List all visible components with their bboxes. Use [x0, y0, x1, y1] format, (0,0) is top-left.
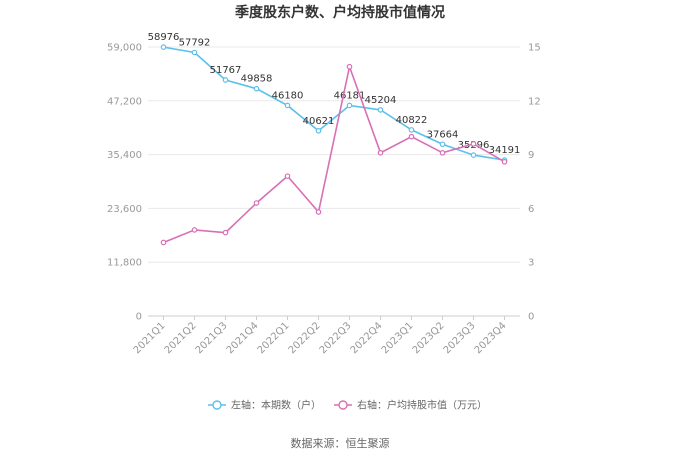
data-point[interactable] [191, 227, 198, 233]
left-tick-label: 0 [136, 312, 142, 323]
left-axis: 0 11,800 23,600 35,400 47,200 59,000 [107, 43, 142, 323]
legend-marker [338, 400, 348, 410]
data-label: 46180 [272, 90, 304, 101]
data-point[interactable] [284, 173, 291, 179]
data-point[interactable] [439, 150, 446, 156]
data-point[interactable] [160, 239, 167, 246]
data-point[interactable] [315, 127, 322, 134]
right-tick-label: 15 [528, 43, 541, 54]
series-line [163, 46, 505, 161]
x-tick-label: 2022Q2 [287, 320, 323, 356]
x-tick-label: 2021Q2 [163, 320, 199, 356]
legend-item[interactable]: 左轴：本期数（户） [208, 399, 321, 412]
x-tick-label: 2022Q1 [256, 320, 292, 356]
left-tick-label: 11,800 [107, 258, 142, 269]
left-tick-label: 35,400 [107, 150, 142, 161]
grid [148, 46, 520, 317]
data-label: 46181 [334, 90, 366, 101]
x-tick-label: 2023Q4 [473, 320, 509, 356]
data-label: 51767 [210, 65, 242, 76]
data-point[interactable] [191, 49, 198, 56]
left-tick-label: 47,200 [107, 96, 142, 107]
data-point[interactable] [470, 152, 477, 158]
data-label: 49858 [241, 74, 273, 85]
legend[interactable]: 左轴：本期数（户） 右轴：户均持股市值（万元） [208, 399, 487, 412]
left-tick-label: 23,600 [107, 204, 142, 215]
right-tick-label: 9 [528, 150, 534, 161]
data-point[interactable] [253, 200, 260, 206]
legend-item[interactable]: 右轴：户均持股市值（万元） [334, 399, 487, 412]
right-axis: 0 3 6 9 12 15 [528, 43, 541, 323]
x-tick-label: 2021Q1 [132, 320, 168, 356]
legend-label: 左轴：本期数（户） [231, 399, 321, 412]
x-tick-label: 2021Q4 [225, 320, 261, 356]
x-tick-label: 2023Q2 [411, 320, 447, 356]
data-label: 57792 [179, 38, 211, 49]
data-label: 34191 [489, 145, 521, 156]
x-axis: 2021Q12021Q22021Q32021Q42022Q12022Q22022… [132, 316, 509, 356]
data-point[interactable] [408, 133, 415, 140]
data-source: 数据来源：恒生聚源 [291, 436, 390, 450]
legend-marker [212, 400, 222, 410]
data-point[interactable] [284, 102, 291, 109]
data-point[interactable] [346, 63, 353, 70]
data-point[interactable] [439, 141, 446, 148]
data-label: 40621 [303, 116, 335, 127]
data-label: 45204 [365, 95, 397, 106]
data-point[interactable] [222, 77, 229, 83]
x-tick-label: 2023Q1 [380, 320, 416, 356]
right-tick-label: 0 [528, 312, 534, 323]
data-label: 37664 [427, 129, 459, 140]
x-tick-label: 2021Q3 [194, 320, 230, 356]
data-point[interactable] [253, 85, 260, 92]
right-tick-label: 3 [528, 258, 534, 269]
series-line [163, 63, 505, 244]
data-point[interactable] [222, 229, 229, 236]
data-point[interactable] [501, 158, 508, 165]
data-point[interactable] [408, 127, 415, 133]
data-point[interactable] [377, 150, 384, 156]
data-point[interactable] [160, 44, 167, 50]
right-tick-label: 12 [528, 96, 541, 107]
left-tick-label: 59,000 [107, 43, 142, 54]
data-point[interactable] [470, 141, 477, 147]
chart-title: 季度股东户数、户均持股市值情况 [234, 4, 445, 21]
data-point[interactable] [315, 209, 322, 215]
x-tick-label: 2022Q4 [349, 320, 385, 356]
legend-label: 右轴：户均持股市值（万元） [357, 399, 487, 412]
data-label: 58976 [148, 32, 180, 43]
data-point[interactable] [377, 107, 384, 113]
x-tick-label: 2022Q3 [318, 320, 354, 356]
data-point[interactable] [346, 102, 353, 109]
right-tick-label: 6 [528, 204, 534, 215]
x-tick-label: 2023Q3 [442, 320, 478, 356]
series-avg-holding-value [160, 63, 508, 246]
data-label: 40822 [396, 115, 428, 126]
